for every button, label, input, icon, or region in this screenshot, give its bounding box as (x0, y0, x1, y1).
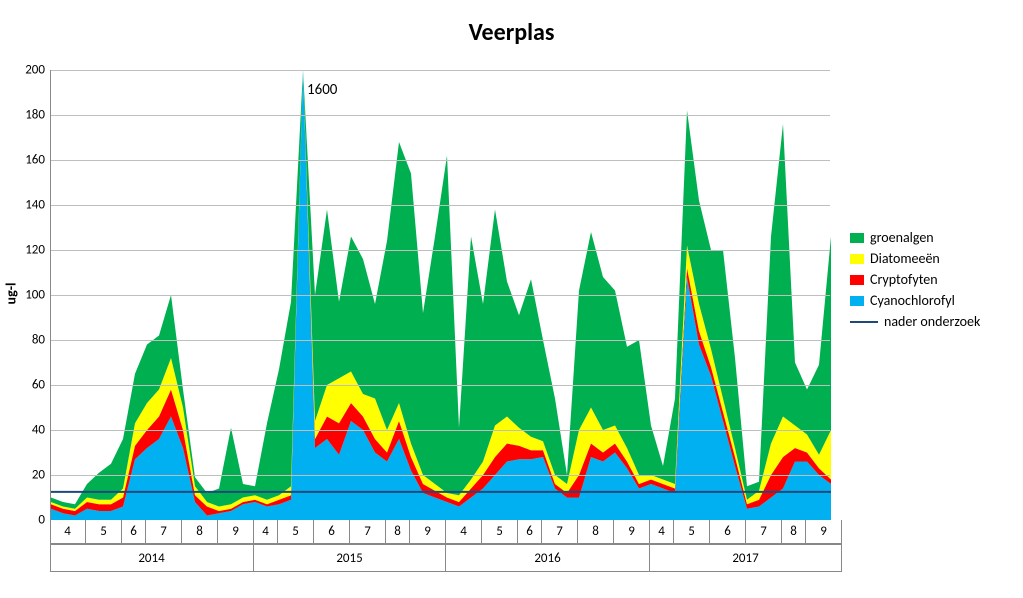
legend-swatch (850, 296, 864, 306)
legend-item: groenalgen (850, 229, 980, 246)
y-tick-label: 120 (25, 243, 51, 258)
chart-title: Veerplas (0, 18, 1023, 47)
x-tick-month: 9 (218, 520, 254, 544)
legend-item: Diatomeeën (850, 250, 980, 267)
y-axis-label: ug-l (2, 283, 19, 305)
x-tick-month: 8 (182, 520, 218, 544)
x-tick-month: 8 (782, 520, 806, 544)
grid-line (51, 385, 830, 386)
y-tick-label: 140 (25, 198, 51, 213)
legend-swatch (850, 233, 864, 243)
x-tick-month: 4 (446, 520, 482, 544)
legend-item: nader onderzoek (850, 313, 980, 330)
grid-line (51, 70, 830, 71)
y-tick-label: 100 (25, 288, 51, 303)
x-tick-month: 9 (614, 520, 650, 544)
legend-swatch (850, 275, 864, 285)
x-tick-month: 7 (746, 520, 782, 544)
legend-item: Cyanochlorofyl (850, 292, 980, 309)
grid-line (51, 115, 830, 116)
x-tick-year: 2016 (446, 544, 650, 572)
y-tick-label: 200 (25, 63, 51, 78)
grid-line (51, 250, 830, 251)
x-tick-month: 4 (650, 520, 674, 544)
x-tick-month: 7 (146, 520, 182, 544)
legend-label: nader onderzoek (884, 313, 980, 330)
legend-item: Cryptofyten (850, 271, 980, 288)
grid-line (51, 430, 830, 431)
y-tick-label: 20 (32, 468, 51, 483)
grid-line (51, 160, 830, 161)
legend-label: groenalgen (870, 229, 934, 246)
legend-label: Diatomeeën (870, 250, 940, 267)
grid-line (51, 475, 830, 476)
x-tick-month: 5 (674, 520, 710, 544)
x-tick-year: 2014 (50, 544, 254, 572)
grid-line (51, 205, 830, 206)
x-tick-month: 7 (350, 520, 386, 544)
y-tick-label: 160 (25, 153, 51, 168)
x-tick-month: 8 (386, 520, 410, 544)
x-tick-month: 6 (710, 520, 746, 544)
legend-swatch (850, 254, 864, 264)
grid-line (51, 340, 830, 341)
x-tick-month: 9 (806, 520, 842, 544)
spike-annotation: 1600 (307, 81, 337, 99)
x-tick-month: 5 (86, 520, 122, 544)
x-tick-month: 4 (50, 520, 86, 544)
x-tick-year: 2015 (254, 544, 446, 572)
plot-area: 1600 020406080100120140160180200 (50, 70, 830, 520)
x-tick-month: 6 (314, 520, 350, 544)
x-tick-month: 4 (254, 520, 278, 544)
x-tick-month: 5 (278, 520, 314, 544)
y-tick-label: 180 (25, 108, 51, 123)
chart-container: Veerplas ug-l 1600 020406080100120140160… (0, 0, 1023, 598)
x-tick-year: 2017 (650, 544, 842, 572)
legend: groenalgen Diatomeeën Cryptofyten Cyanochlo… (850, 225, 980, 334)
x-tick-month: 9 (410, 520, 446, 544)
grid-line (51, 295, 830, 296)
legend-label: Cyanochlorofyl (870, 292, 955, 309)
x-tick-month: 6 (518, 520, 542, 544)
y-tick-label: 60 (32, 378, 51, 393)
legend-swatch-line (850, 321, 878, 323)
x-tick-month: 5 (482, 520, 518, 544)
x-tick-month: 8 (578, 520, 614, 544)
y-tick-label: 40 (32, 423, 51, 438)
x-tick-month: 7 (542, 520, 578, 544)
x-tick-month: 6 (122, 520, 146, 544)
x-axis: 4567894567894567894567892014201520162017 (50, 520, 830, 572)
legend-label: Cryptofyten (870, 271, 938, 288)
y-tick-label: 80 (32, 333, 51, 348)
